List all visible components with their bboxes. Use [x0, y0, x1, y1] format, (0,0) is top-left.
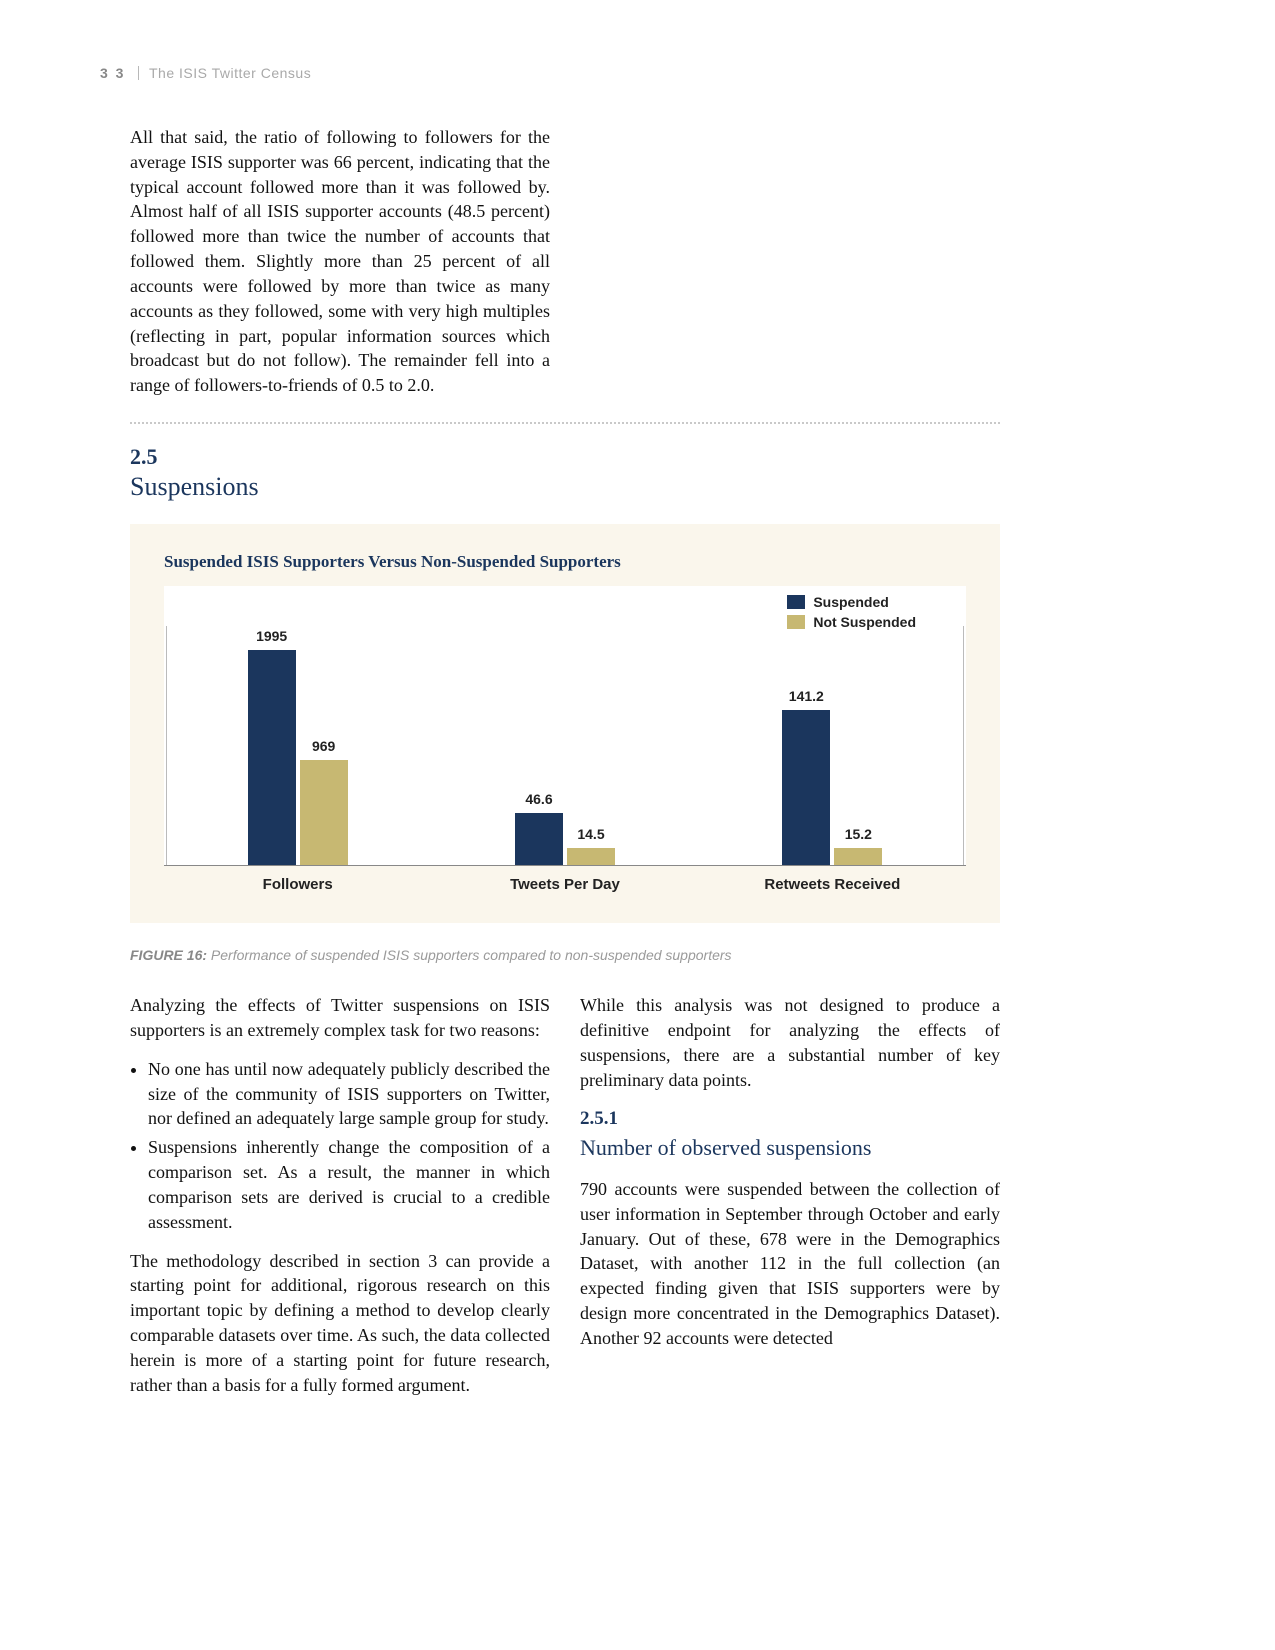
figure-caption: FIGURE 16: Performance of suspended ISIS… [130, 947, 1000, 963]
bar-group: 1995969 [164, 626, 431, 865]
body-p2: The methodology described in section 3 c… [130, 1249, 550, 1398]
figure-label: FIGURE 16: [130, 947, 207, 963]
body-p4: 790 accounts were suspended between the … [580, 1177, 1000, 1351]
bar-value-label: 46.6 [525, 791, 552, 807]
bar: 15.2 [834, 848, 882, 865]
intro-columns: All that said, the ratio of following to… [130, 125, 1000, 398]
body-p1: Analyzing the effects of Twitter suspens… [130, 993, 550, 1043]
body-bullets: No one has until now adequately publicly… [130, 1057, 550, 1235]
body-p3: While this analysis was not designed to … [580, 993, 1000, 1092]
bar: 1995 [248, 650, 296, 865]
bar-value-label: 141.2 [789, 688, 824, 704]
page-number: 3 3 [100, 65, 125, 81]
chart-title: Suspended ISIS Supporters Versus Non-Sus… [164, 552, 966, 572]
bar-group: 141.215.2 [699, 626, 966, 865]
legend-item: Suspended [787, 594, 916, 610]
bar-group: 46.614.5 [431, 626, 698, 865]
page-content: All that said, the ratio of following to… [130, 125, 1000, 1398]
list-item: Suspensions inherently change the compos… [148, 1135, 550, 1234]
subsection-title: Number of observed suspensions [580, 1133, 1000, 1163]
section-divider [130, 422, 1000, 424]
bar-value-label: 15.2 [845, 826, 872, 842]
section-number: 2.5 [130, 444, 1000, 470]
section-title: Suspensions [130, 472, 1000, 502]
doc-title: The ISIS Twitter Census [149, 65, 311, 81]
chart-panel: Suspended ISIS Supporters Versus Non-Sus… [130, 524, 1000, 923]
intro-paragraph: All that said, the ratio of following to… [130, 125, 550, 398]
group-label: Tweets Per Day [431, 876, 698, 893]
subsection-number: 2.5.1 [580, 1106, 1000, 1132]
group-labels: FollowersTweets Per DayRetweets Received [164, 876, 966, 893]
header-divider [138, 66, 139, 80]
figure-caption-text: Performance of suspended ISIS supporters… [211, 947, 732, 963]
bar: 969 [300, 760, 348, 865]
page-header: 3 3 The ISIS Twitter Census [100, 65, 311, 82]
list-item: No one has until now adequately publicly… [148, 1057, 550, 1131]
body-columns: Analyzing the effects of Twitter suspens… [130, 993, 1000, 1397]
bar: 14.5 [567, 848, 615, 865]
legend-swatch [787, 595, 805, 609]
bar-value-label: 14.5 [577, 826, 604, 842]
bars-row: 199596946.614.5141.215.2 [164, 626, 966, 866]
bar: 141.2 [782, 710, 830, 865]
legend-label: Suspended [813, 594, 888, 610]
group-label: Retweets Received [699, 876, 966, 893]
bar-value-label: 969 [312, 738, 335, 754]
bar-value-label: 1995 [256, 628, 287, 644]
chart-area: SuspendedNot Suspended 199596946.614.514… [164, 586, 966, 866]
bar: 46.6 [515, 813, 563, 866]
group-label: Followers [164, 876, 431, 893]
